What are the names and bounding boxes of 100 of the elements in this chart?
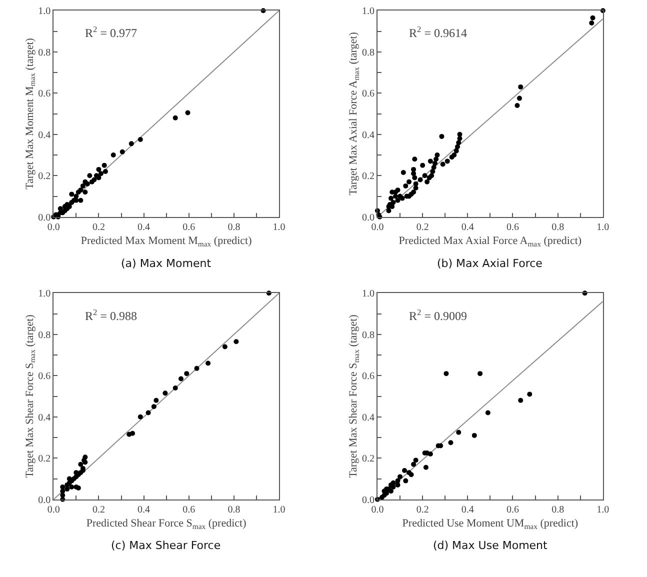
point <box>428 158 433 164</box>
point <box>432 160 438 166</box>
y-tick-label: 0.8 <box>362 330 374 341</box>
y-tick-label: 0.2 <box>38 454 51 465</box>
point <box>424 179 430 184</box>
point <box>411 462 416 467</box>
point <box>69 192 74 197</box>
annotation: R$^{2}$ = 0.977 <box>85 25 137 40</box>
text: (c) Max Shear Force <box>111 539 221 552</box>
point <box>102 169 108 174</box>
point <box>478 371 483 376</box>
point <box>426 175 432 180</box>
point <box>518 398 524 403</box>
y-tick-label: 0.2 <box>38 171 51 182</box>
point <box>172 115 178 120</box>
point <box>102 162 107 168</box>
point <box>428 452 433 457</box>
point <box>444 158 450 164</box>
point <box>82 190 88 195</box>
x-tick-label: 0.2 <box>416 504 429 516</box>
y-tick-label: 0.0 <box>362 494 374 506</box>
y-tick-label: 0.4 <box>38 412 51 424</box>
point <box>60 484 66 490</box>
point <box>411 171 416 176</box>
x-tick-label: 0.6 <box>182 222 196 233</box>
point <box>388 196 394 201</box>
x-tick-label: 0.4 <box>138 504 150 516</box>
x-tick-label: 1.0 <box>272 222 286 233</box>
point <box>69 484 74 490</box>
point <box>589 20 594 26</box>
point <box>98 171 104 176</box>
y-tick-label: 0.4 <box>38 130 51 141</box>
annotation: R$^{2}$ = 0.988 <box>85 308 137 324</box>
x-tick-label: 0.6 <box>506 222 519 233</box>
point <box>395 198 400 203</box>
y-tick-label: 0.8 <box>38 330 51 341</box>
point <box>434 156 439 162</box>
point <box>456 430 462 435</box>
annotation: R$^{2}$ = 0.9614 <box>409 25 467 40</box>
point <box>440 162 446 167</box>
y-tick-label: 0.6 <box>38 88 51 100</box>
point <box>434 152 440 158</box>
y-tick-label: 1.0 <box>38 288 51 300</box>
point <box>413 458 418 463</box>
point <box>400 170 406 176</box>
x-tick-label: 0.2 <box>416 222 429 233</box>
point <box>151 404 156 410</box>
point <box>393 194 398 199</box>
point <box>138 137 143 142</box>
y-tick-label: 0.2 <box>362 171 374 182</box>
point <box>120 149 125 154</box>
point <box>420 162 426 168</box>
y-tick-label: 0.0 <box>38 494 51 506</box>
point <box>87 173 92 178</box>
x-axis-title: Predicted Use Moment UM$_{max}$ (predict) <box>402 518 578 531</box>
point <box>96 175 102 180</box>
point <box>457 136 462 142</box>
point <box>172 386 178 391</box>
point <box>398 474 403 480</box>
y-tick-label: 0.4 <box>362 412 374 424</box>
x-tick-label: 0.0 <box>371 504 384 516</box>
point <box>431 164 436 170</box>
x-tick-label: 0.2 <box>92 504 105 516</box>
x-axis-title: Predicted Max Axial Force A$_{max}$ (predict) <box>398 235 582 248</box>
point <box>418 177 423 182</box>
point <box>138 414 143 420</box>
y-tick-label: 0.8 <box>38 47 51 58</box>
y-tick-label: 0.0 <box>362 212 374 224</box>
x-tick-label: 0.8 <box>552 222 564 233</box>
point <box>66 476 72 482</box>
point <box>413 186 418 190</box>
point <box>386 208 392 214</box>
point <box>379 494 384 500</box>
point <box>430 169 436 174</box>
point <box>402 468 408 473</box>
x-tick-label: 0.0 <box>47 222 60 233</box>
point <box>92 177 97 182</box>
point <box>448 440 454 446</box>
point <box>58 206 63 212</box>
point <box>96 166 102 172</box>
point <box>154 398 159 403</box>
point <box>76 190 81 195</box>
point <box>403 478 408 484</box>
point <box>422 173 428 178</box>
point <box>162 390 168 396</box>
y-tick-label: 0.6 <box>362 88 374 100</box>
annotation: R$^{2}$ = 0.9009 <box>409 308 467 324</box>
point <box>206 360 211 366</box>
x-tick-label: 0.6 <box>506 504 519 516</box>
point <box>178 376 184 382</box>
point <box>472 432 477 438</box>
point <box>110 152 116 158</box>
point <box>454 148 459 154</box>
x-tick-label: 0.4 <box>138 222 150 233</box>
point <box>455 144 460 150</box>
point <box>403 183 408 188</box>
x-tick-label: 0.6 <box>182 504 196 516</box>
point <box>456 140 462 146</box>
point <box>518 84 524 90</box>
point <box>146 410 151 416</box>
